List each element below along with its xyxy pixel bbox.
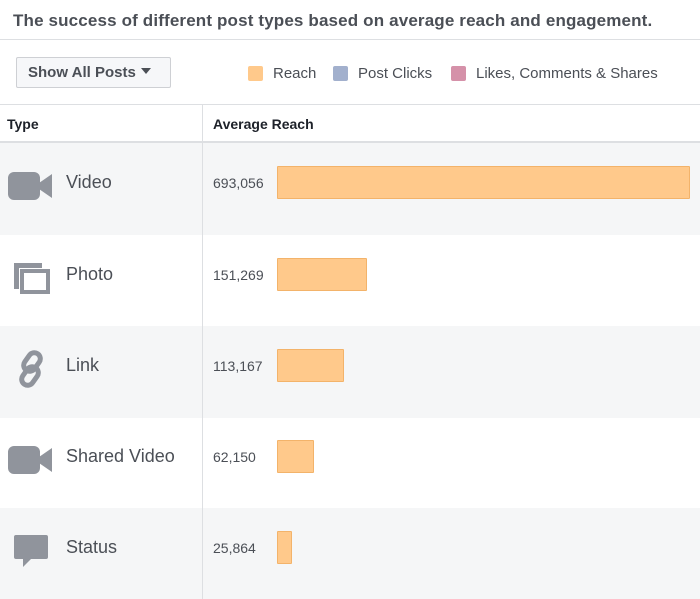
legend-label-likes-comments-shares: Likes, Comments & Shares: [476, 65, 658, 82]
page-title: The success of different post types base…: [0, 0, 700, 40]
table-row: Photo 151,269: [0, 235, 700, 327]
table-row: Status 25,864: [0, 508, 700, 599]
toolbar: Show All Posts Reach Post Clicks Likes, …: [0, 41, 700, 105]
column-divider: [202, 105, 203, 599]
caret-down-icon: [140, 68, 151, 75]
row-reach-value: 693,056: [213, 175, 264, 191]
row-reach-value: 25,864: [213, 540, 256, 556]
legend-item-reach[interactable]: Reach: [248, 65, 316, 82]
legend-swatch-likes-comments-shares: [451, 66, 466, 81]
row-label: Shared Video: [66, 446, 175, 466]
column-header-average-reach[interactable]: Average Reach: [213, 116, 314, 132]
reach-bar[interactable]: [277, 440, 314, 473]
reach-bar[interactable]: [277, 349, 344, 382]
video-camera-icon: [8, 440, 54, 480]
row-label: Link: [66, 355, 100, 375]
row-label: Video: [66, 172, 112, 192]
legend-label-reach: Reach: [273, 65, 317, 82]
show-all-posts-dropdown[interactable]: Show All Posts: [16, 57, 171, 88]
reach-bar[interactable]: [277, 258, 367, 291]
header-divider: [0, 141, 700, 143]
column-header-type[interactable]: Type: [7, 116, 39, 132]
link-icon: [8, 349, 54, 389]
legend-item-post-clicks[interactable]: Post Clicks: [333, 65, 432, 82]
row-reach-value: 113,167: [213, 358, 263, 374]
show-all-posts-label: Show All Posts: [28, 64, 136, 81]
row-reach-value: 62,150: [213, 449, 256, 465]
row-label: Photo: [66, 264, 114, 284]
legend-swatch-reach: [248, 66, 263, 81]
row-reach-value: 151,269: [213, 267, 264, 283]
legend-item-likes-comments-shares[interactable]: Likes, Comments & Shares: [451, 65, 658, 82]
legend-swatch-post-clicks: [333, 66, 348, 81]
photo-icon: [8, 258, 54, 298]
legend-label-post-clicks: Post Clicks: [358, 65, 433, 82]
table-row: Shared Video 62,150: [0, 417, 700, 509]
reach-bar[interactable]: [277, 531, 292, 564]
row-label: Status: [66, 537, 118, 557]
speech-bubble-icon: [8, 531, 54, 571]
table-row: Video 693,056: [0, 143, 700, 235]
reach-bar[interactable]: [277, 166, 690, 199]
video-camera-icon: [8, 166, 54, 206]
table-row: Link 113,167: [0, 326, 700, 418]
